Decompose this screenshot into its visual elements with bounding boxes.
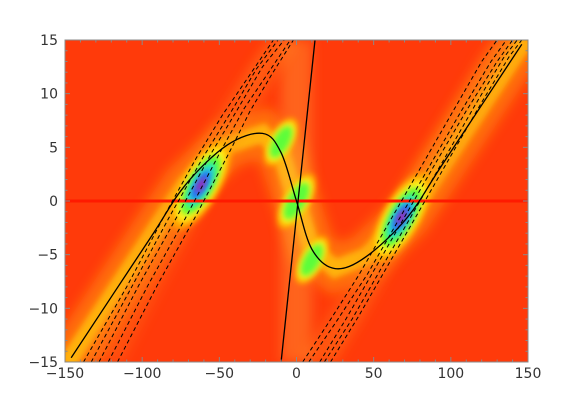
x-axis-ticks: −150 −100 −50 0 50 100 150 xyxy=(46,40,542,382)
y-tick-label-3: 0 xyxy=(49,194,58,210)
hotspot-3 xyxy=(295,235,329,285)
y-axis-ticks: −15 −10 −5 0 5 10 15 xyxy=(28,33,528,371)
hotspot-2-layer-2 xyxy=(269,125,293,158)
hotspot-1-layer-5 xyxy=(396,209,407,225)
dashed-curve-2 xyxy=(98,40,285,362)
hotspot-3-layer-2 xyxy=(300,244,324,277)
hotspot-0-layer-5 xyxy=(195,177,206,193)
dashed-curve-0 xyxy=(83,40,274,362)
x-tick-label-6: 150 xyxy=(515,366,542,382)
y-tick-label-1: −10 xyxy=(28,301,58,317)
y-tick-label-6: 15 xyxy=(40,33,58,49)
y-tick-label-4: 5 xyxy=(49,140,58,156)
x-tick-label-1: −100 xyxy=(123,366,161,382)
x-tick-label-5: 100 xyxy=(437,366,464,382)
dashed-curve-1 xyxy=(90,40,279,362)
x-tick-label-4: 50 xyxy=(365,366,383,382)
hotspot-2 xyxy=(264,117,298,167)
x-tick-label-3: 0 xyxy=(292,366,301,382)
dashed-curve-9 xyxy=(302,40,498,362)
dashed-curve-8 xyxy=(308,40,507,362)
solid-curve-1 xyxy=(280,40,316,362)
solid-curves-layer xyxy=(70,40,523,362)
x-tick-label-0: −150 xyxy=(46,366,84,382)
x-tick-label-2: −50 xyxy=(205,366,235,382)
solid-curve-0 xyxy=(70,43,523,359)
dashed-curve-7 xyxy=(330,40,523,362)
y-tick-label-5: 10 xyxy=(40,87,58,103)
y-tick-label-2: −5 xyxy=(37,248,58,264)
plot-area xyxy=(65,40,528,362)
dashed-curve-4 xyxy=(117,40,294,362)
dashed-curve-5 xyxy=(319,40,514,362)
y-tick-label-0: −15 xyxy=(28,355,58,371)
dashed-curve-3 xyxy=(107,40,291,362)
